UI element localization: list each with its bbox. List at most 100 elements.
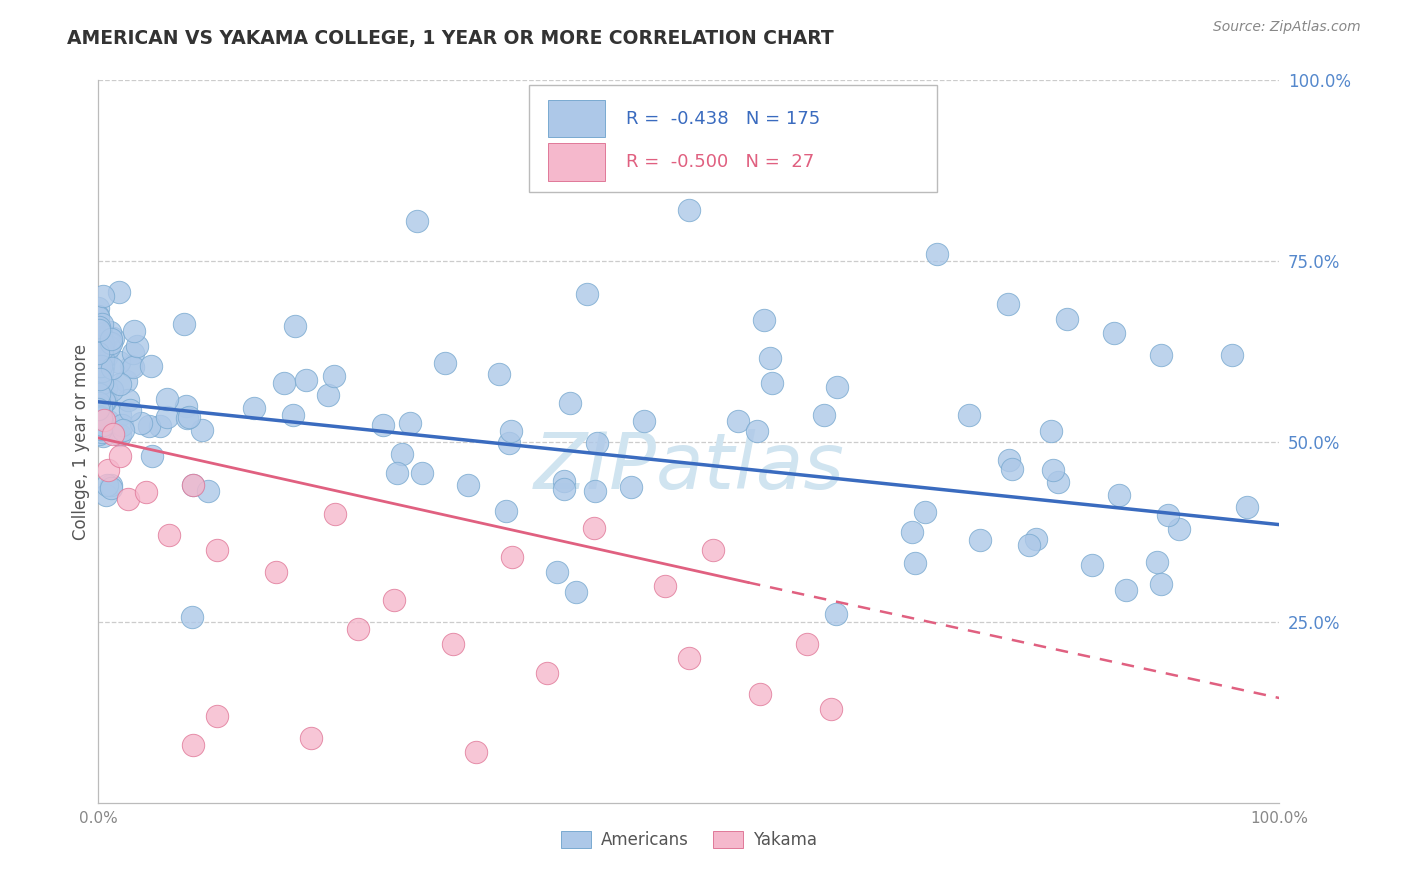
Point xyxy=(90,410,112,425)
Point xyxy=(141,449,163,463)
Point xyxy=(97,463,120,477)
Point xyxy=(91,351,114,366)
Point xyxy=(91,418,114,433)
Point xyxy=(87,331,110,345)
Point xyxy=(174,399,197,413)
Point xyxy=(371,417,394,432)
Point xyxy=(391,447,413,461)
Point xyxy=(91,337,114,351)
Point xyxy=(205,709,228,723)
Point xyxy=(90,327,112,342)
Point xyxy=(94,390,117,404)
Point xyxy=(1102,326,1125,340)
Point xyxy=(299,731,322,745)
Point xyxy=(91,376,114,391)
Point xyxy=(91,425,114,439)
Point xyxy=(101,427,124,442)
Point xyxy=(1025,532,1047,546)
Point xyxy=(90,366,112,380)
Point xyxy=(90,359,112,373)
Point xyxy=(138,419,160,434)
Point xyxy=(90,397,112,411)
Point xyxy=(553,474,575,488)
Point xyxy=(87,419,110,434)
Point xyxy=(87,365,110,379)
Point xyxy=(183,478,205,492)
Point xyxy=(156,409,179,424)
Point xyxy=(87,310,110,325)
Point xyxy=(89,368,111,382)
Point xyxy=(727,414,749,428)
Point xyxy=(273,376,295,390)
Point xyxy=(1150,348,1173,362)
Point xyxy=(87,369,110,384)
Point xyxy=(93,393,115,408)
Point xyxy=(90,375,112,389)
Point xyxy=(117,393,139,408)
Point xyxy=(90,351,112,366)
Point xyxy=(90,317,112,331)
Point xyxy=(89,372,111,386)
Point xyxy=(347,623,370,637)
Point xyxy=(89,401,111,415)
Point xyxy=(87,401,110,416)
Point xyxy=(1146,555,1168,569)
Point xyxy=(89,344,111,359)
Point xyxy=(825,380,848,394)
Point xyxy=(825,607,848,621)
Point xyxy=(91,359,114,373)
Point xyxy=(820,702,842,716)
Point xyxy=(678,651,700,665)
Point xyxy=(89,401,111,415)
Point xyxy=(179,409,201,424)
Point xyxy=(89,342,111,356)
Point xyxy=(87,386,110,401)
Text: R =  -0.438   N = 175: R = -0.438 N = 175 xyxy=(626,110,821,128)
Point xyxy=(114,374,136,388)
Point xyxy=(121,359,143,373)
Point xyxy=(558,396,581,410)
Point xyxy=(87,378,110,392)
Point xyxy=(87,401,110,416)
Point xyxy=(107,285,129,300)
Legend: Americans, Yakama: Americans, Yakama xyxy=(554,824,824,856)
Point xyxy=(111,423,134,437)
Point xyxy=(1047,475,1070,490)
Point xyxy=(575,287,598,301)
Point xyxy=(89,379,111,393)
Point xyxy=(101,331,124,345)
Point xyxy=(100,478,122,492)
Point xyxy=(318,388,340,402)
Point xyxy=(633,414,655,428)
Point xyxy=(441,637,464,651)
Point xyxy=(243,401,266,415)
Point xyxy=(100,361,122,376)
Point xyxy=(752,313,775,327)
Point xyxy=(91,367,114,381)
Bar xyxy=(548,100,605,137)
Point xyxy=(108,449,131,463)
Point xyxy=(181,738,204,752)
Point xyxy=(129,416,152,430)
Point xyxy=(94,488,117,502)
Point xyxy=(108,427,131,442)
Point xyxy=(173,317,195,331)
Point xyxy=(96,477,118,491)
Point xyxy=(998,453,1021,467)
Point xyxy=(94,393,117,408)
Point xyxy=(457,477,479,491)
Bar xyxy=(548,143,605,181)
Point xyxy=(1040,425,1063,439)
Point xyxy=(501,550,523,565)
Point xyxy=(748,687,770,701)
Point xyxy=(96,344,118,359)
Point xyxy=(745,424,768,438)
Point xyxy=(156,392,179,406)
Point xyxy=(87,426,110,441)
Point xyxy=(398,416,420,430)
Point xyxy=(583,521,606,535)
Point xyxy=(1220,348,1243,362)
Point xyxy=(283,408,305,422)
Point xyxy=(583,483,606,498)
Point xyxy=(121,359,143,374)
